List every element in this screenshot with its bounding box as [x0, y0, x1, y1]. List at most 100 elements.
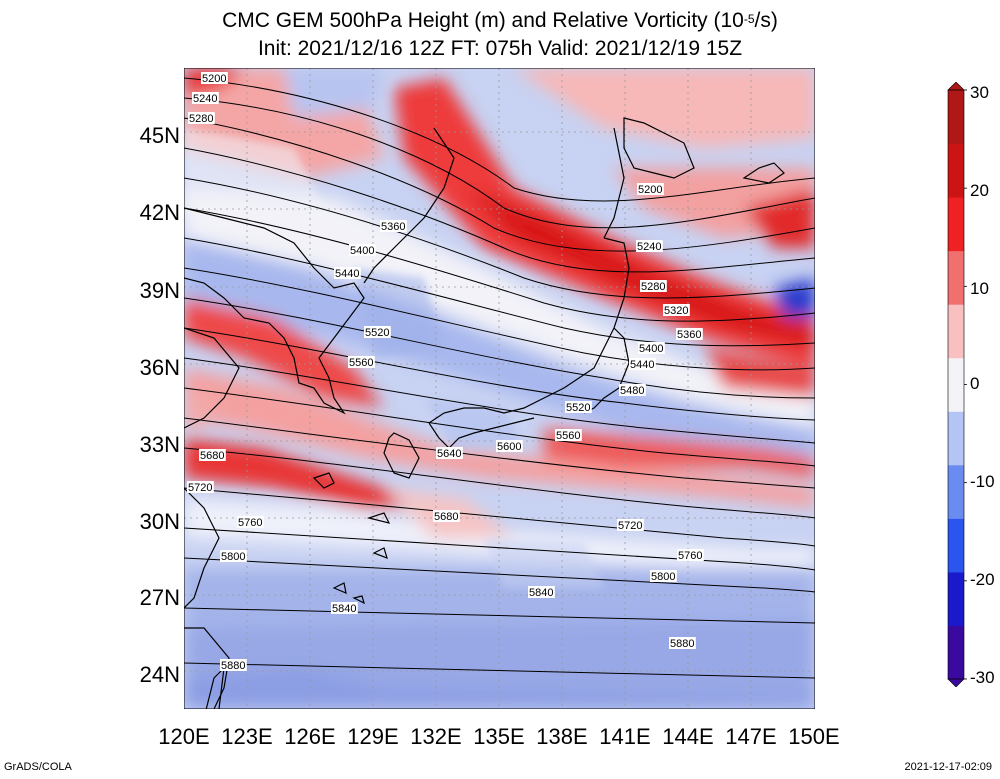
svg-text:5360: 5360: [381, 221, 405, 233]
svg-text:5680: 5680: [434, 511, 458, 523]
colorbar-segment: [948, 518, 964, 573]
lon-label-150e: 150E: [788, 724, 840, 749]
contour-label: 5400: [349, 244, 376, 257]
svg-text:5200: 5200: [638, 184, 662, 196]
svg-text:5840: 5840: [529, 587, 553, 599]
colorbar-segment: [948, 464, 964, 519]
lon-label-147e: 147E: [725, 724, 777, 749]
contour-label: 5240: [636, 240, 663, 253]
contour-label: 5360: [676, 328, 703, 341]
contour-label: 5800: [220, 550, 247, 563]
svg-text:5880: 5880: [221, 660, 245, 672]
contour-label: 5760: [237, 516, 264, 529]
colorbar-label-0: 0: [970, 374, 980, 393]
lon-label-120e: 120E: [158, 724, 210, 749]
lon-label-135e: 135E: [473, 724, 525, 749]
svg-text:5800: 5800: [221, 551, 245, 563]
colorbar-label-30: 30: [970, 83, 989, 102]
svg-text:5680: 5680: [200, 450, 224, 462]
contour-label: 5320: [663, 304, 690, 317]
svg-text:5400: 5400: [639, 343, 663, 355]
contour-label: 5880: [669, 637, 696, 650]
svg-text:5640: 5640: [437, 448, 461, 460]
lat-label-33n: 33N: [139, 432, 180, 457]
contour-label: 5720: [187, 481, 214, 494]
svg-text:5720: 5720: [188, 482, 212, 494]
lat-label-36n: 36N: [139, 355, 180, 380]
svg-text:5560: 5560: [556, 430, 580, 442]
colorbar-segment: [948, 250, 964, 305]
svg-text:5520: 5520: [365, 327, 389, 339]
svg-text:5760: 5760: [238, 517, 262, 529]
svg-text:5240: 5240: [193, 93, 217, 105]
colorbar-segment: [948, 304, 964, 359]
svg-text:5560: 5560: [349, 357, 373, 369]
contour-label: 5840: [331, 602, 358, 615]
svg-text:5760: 5760: [678, 550, 702, 562]
contour-label: 5200: [201, 72, 228, 85]
colorbar-label-10: 10: [970, 279, 989, 298]
colorbar-label-20: 20: [970, 181, 989, 200]
colorbar-label-neg30: -30: [970, 668, 995, 687]
lat-label-24n: 24N: [139, 662, 180, 687]
svg-text:5280: 5280: [641, 281, 665, 293]
contour-label: 5480: [619, 384, 646, 397]
vorticity-field: 5200 5240 5280 5360 5400 5440 5520 5560 5640 5680…: [184, 68, 815, 709]
grid-lines: [184, 68, 815, 709]
colorbar-label-neg10: -10: [970, 472, 995, 491]
lon-label-144e: 144E: [662, 724, 714, 749]
svg-text:5280: 5280: [189, 113, 213, 125]
lon-label-123e: 123E: [221, 724, 273, 749]
contour-label: 5520: [364, 326, 391, 339]
map-title-line2: Init: 2021/12/16 12Z FT: 075h Valid: 202…: [257, 37, 743, 60]
svg-text:5200: 5200: [202, 73, 226, 85]
contour-label: 5680: [199, 449, 226, 462]
map-title-line1: CMC GEM 500hPa Height (m) and Relative V…: [222, 9, 778, 32]
contour-label: 5720: [617, 519, 644, 532]
svg-text:5440: 5440: [335, 268, 359, 280]
svg-text:5600: 5600: [497, 441, 521, 453]
colorbar-label-neg20: -20: [970, 570, 995, 589]
lon-label-129e: 129E: [347, 724, 399, 749]
svg-text:5800: 5800: [651, 571, 675, 583]
colorbar-top-arrow: [947, 82, 965, 91]
contour-label: 5440: [334, 267, 361, 280]
colorbar-segment: [948, 571, 964, 626]
svg-text:5720: 5720: [618, 520, 642, 532]
svg-text:5360: 5360: [677, 329, 701, 341]
contour-label: 5760: [677, 549, 704, 562]
colorbar-segment: [948, 625, 964, 680]
contour-label: 5840: [528, 586, 555, 599]
svg-text:5520: 5520: [566, 402, 590, 414]
contour-labels: 5200 5240 5280 5360 5400 5440 5520 5560 5640 5680…: [187, 72, 704, 672]
footer-timestamp: 2021-12-17-02:09: [904, 761, 992, 773]
contour-label: 5800: [650, 570, 677, 583]
svg-text:5240: 5240: [637, 241, 661, 253]
svg-text:5320: 5320: [664, 305, 688, 317]
contour-label: 5400: [638, 342, 665, 355]
contour-label: 5280: [640, 280, 667, 293]
svg-text:5440: 5440: [630, 359, 654, 371]
svg-text:5480: 5480: [620, 385, 644, 397]
colorbar-segment: [948, 197, 964, 252]
lon-label-132e: 132E: [410, 724, 462, 749]
contour-label: 5240: [192, 92, 219, 105]
contour-label: 5640: [436, 447, 463, 460]
contour-label: 5560: [555, 429, 582, 442]
lon-label-138e: 138E: [536, 724, 588, 749]
footer-software: GrADS/COLA: [4, 761, 72, 773]
colorbar-segment: [948, 143, 964, 198]
contour-label: 5360: [380, 220, 407, 233]
colorbar: [947, 82, 967, 687]
lat-label-39n: 39N: [139, 278, 180, 303]
colorbar-segment: [948, 90, 964, 145]
contour-label: 5680: [433, 510, 460, 523]
contour-label: 5880: [220, 659, 247, 672]
contour-label: 5200: [637, 183, 664, 196]
contour-label: 5560: [348, 356, 375, 369]
colorbar-segment: [948, 357, 964, 412]
lat-label-30n: 30N: [139, 509, 180, 534]
contour-label: 5520: [565, 401, 592, 414]
contour-label: 5440: [629, 358, 656, 371]
lat-label-42n: 42N: [139, 200, 180, 225]
